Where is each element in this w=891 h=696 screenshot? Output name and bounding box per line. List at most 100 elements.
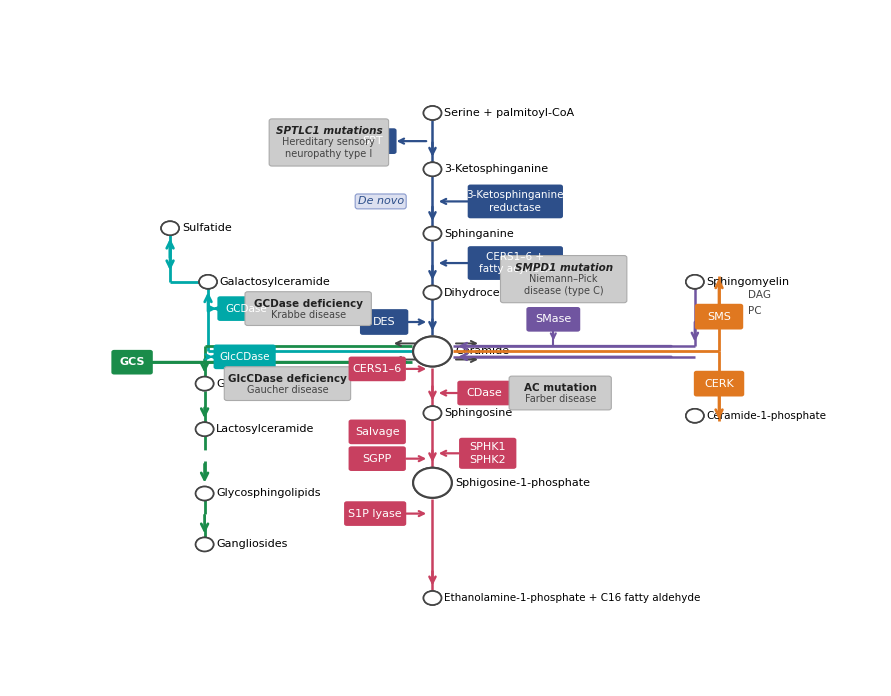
- Circle shape: [199, 275, 217, 289]
- Circle shape: [196, 377, 214, 390]
- Text: Lactosylceramide: Lactosylceramide: [217, 424, 315, 434]
- FancyBboxPatch shape: [509, 376, 611, 410]
- Text: S1P lyase: S1P lyase: [348, 509, 402, 519]
- Circle shape: [196, 422, 214, 436]
- Text: PC: PC: [748, 306, 762, 316]
- FancyBboxPatch shape: [348, 128, 396, 154]
- Text: Gaucher disease: Gaucher disease: [247, 384, 328, 395]
- Circle shape: [199, 275, 217, 289]
- Text: Farber disease: Farber disease: [525, 394, 596, 404]
- FancyBboxPatch shape: [225, 367, 351, 400]
- Circle shape: [423, 285, 441, 299]
- Text: Ceramide: Ceramide: [455, 347, 510, 356]
- FancyBboxPatch shape: [111, 350, 153, 374]
- Text: SMPD1 mutation: SMPD1 mutation: [515, 263, 613, 273]
- Text: CERS1–6: CERS1–6: [353, 364, 402, 374]
- Text: CERS1–6 +
fatty acyl-CoA: CERS1–6 + fatty acyl-CoA: [478, 252, 552, 274]
- Text: Sphigosine-1-phosphate: Sphigosine-1-phosphate: [455, 477, 590, 488]
- Circle shape: [161, 221, 179, 235]
- Circle shape: [413, 468, 452, 498]
- Circle shape: [161, 221, 179, 235]
- FancyBboxPatch shape: [214, 345, 275, 369]
- Text: DES: DES: [372, 317, 396, 327]
- Text: Gangliosides: Gangliosides: [217, 539, 288, 549]
- Text: SMase: SMase: [535, 315, 571, 324]
- Circle shape: [686, 409, 704, 422]
- Text: CDase: CDase: [466, 388, 503, 398]
- FancyBboxPatch shape: [527, 307, 580, 332]
- Text: SPT: SPT: [362, 136, 383, 146]
- Text: Sulfatide: Sulfatide: [182, 223, 232, 233]
- Text: disease (type C): disease (type C): [524, 285, 603, 296]
- FancyBboxPatch shape: [694, 371, 744, 397]
- FancyBboxPatch shape: [348, 420, 406, 444]
- Circle shape: [196, 537, 214, 551]
- Circle shape: [196, 377, 214, 390]
- Circle shape: [413, 468, 452, 498]
- Text: GCDase deficiency: GCDase deficiency: [254, 299, 363, 309]
- Text: GCS: GCS: [119, 357, 145, 367]
- Circle shape: [413, 336, 452, 367]
- Circle shape: [423, 406, 441, 420]
- FancyBboxPatch shape: [245, 292, 372, 326]
- Text: SPHK1
SPHK2: SPHK1 SPHK2: [470, 442, 506, 464]
- Text: CERK: CERK: [704, 379, 734, 388]
- Text: Sphingomyelin: Sphingomyelin: [707, 277, 789, 287]
- Circle shape: [686, 275, 704, 289]
- Circle shape: [686, 409, 704, 422]
- FancyBboxPatch shape: [695, 303, 743, 329]
- Text: DAG: DAG: [748, 290, 771, 300]
- Circle shape: [196, 537, 214, 551]
- Text: Niemann–Pick: Niemann–Pick: [529, 274, 598, 284]
- FancyBboxPatch shape: [344, 501, 406, 526]
- Text: Salvage: Salvage: [355, 427, 399, 437]
- FancyBboxPatch shape: [468, 246, 563, 280]
- Text: GlcCDase deficiency: GlcCDase deficiency: [228, 374, 347, 384]
- Text: SPTLC1 mutations: SPTLC1 mutations: [275, 127, 382, 136]
- FancyBboxPatch shape: [468, 184, 563, 219]
- FancyBboxPatch shape: [501, 255, 627, 303]
- Text: Ceramide-1-phosphate: Ceramide-1-phosphate: [707, 411, 827, 421]
- FancyBboxPatch shape: [348, 356, 406, 381]
- Text: GCDase: GCDase: [225, 303, 267, 314]
- Circle shape: [196, 487, 214, 500]
- FancyBboxPatch shape: [269, 119, 388, 166]
- Text: Ethanolamine-1-phosphate + C16 fatty aldehyde: Ethanolamine-1-phosphate + C16 fatty ald…: [445, 593, 700, 603]
- Text: 3-Ketosphinganine
reductase: 3-Ketosphinganine reductase: [467, 190, 564, 212]
- Circle shape: [423, 227, 441, 241]
- Circle shape: [423, 591, 441, 605]
- Circle shape: [196, 422, 214, 436]
- Circle shape: [423, 285, 441, 299]
- Text: SGPP: SGPP: [363, 454, 392, 464]
- FancyBboxPatch shape: [360, 309, 408, 335]
- Text: Hereditary sensory: Hereditary sensory: [282, 138, 375, 148]
- Circle shape: [423, 162, 441, 176]
- Text: SMS: SMS: [707, 312, 731, 322]
- FancyBboxPatch shape: [459, 438, 517, 469]
- Text: Sphingosine: Sphingosine: [445, 408, 512, 418]
- FancyBboxPatch shape: [217, 296, 274, 321]
- Circle shape: [423, 591, 441, 605]
- Circle shape: [423, 106, 441, 120]
- FancyBboxPatch shape: [457, 381, 511, 405]
- Circle shape: [423, 106, 441, 120]
- Text: 3-Ketosphinganine: 3-Ketosphinganine: [445, 164, 548, 174]
- Circle shape: [196, 487, 214, 500]
- Circle shape: [423, 162, 441, 176]
- Text: De novo: De novo: [357, 196, 404, 207]
- Circle shape: [423, 227, 441, 241]
- Text: Galactosylceramide: Galactosylceramide: [220, 277, 331, 287]
- Circle shape: [423, 406, 441, 420]
- Text: Glucosylceramide: Glucosylceramide: [217, 379, 316, 388]
- Text: Glycosphingolipids: Glycosphingolipids: [217, 489, 321, 498]
- Text: Dihydroceramide: Dihydroceramide: [445, 287, 540, 297]
- Text: GlcCDase: GlcCDase: [219, 352, 270, 362]
- Circle shape: [686, 275, 704, 289]
- Text: Serine + palmitoyl-CoA: Serine + palmitoyl-CoA: [445, 108, 575, 118]
- Circle shape: [413, 336, 452, 367]
- Text: Krabbe disease: Krabbe disease: [271, 310, 346, 319]
- Text: neuropathy type I: neuropathy type I: [285, 149, 372, 159]
- Text: Sphinganine: Sphinganine: [445, 228, 514, 239]
- Text: AC mutation: AC mutation: [524, 383, 597, 393]
- FancyBboxPatch shape: [348, 446, 406, 471]
